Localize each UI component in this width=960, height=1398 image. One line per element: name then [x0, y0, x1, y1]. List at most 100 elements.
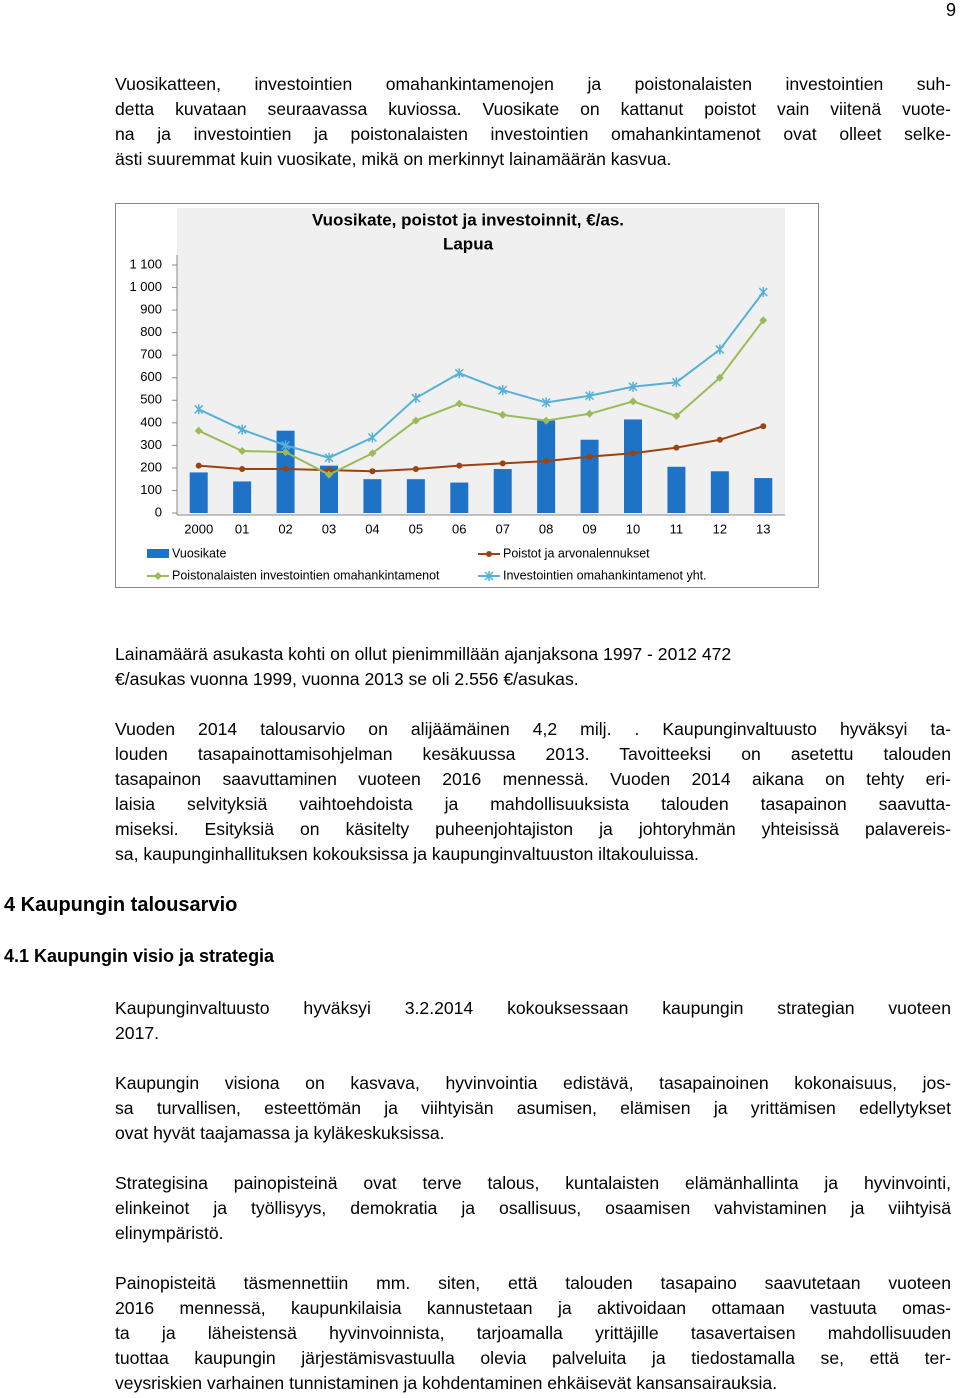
text-line: tasapainon saavuttaminen vuoteen 2016 me… [115, 769, 951, 789]
text-line: ovat hyvät taajamassa ja kyläkeskuksissa… [115, 1123, 445, 1143]
bar [493, 469, 512, 513]
text-line: Vuosikatteen, investointien omahankintam… [115, 74, 951, 94]
y-tick-label: 1 000 [129, 279, 162, 294]
text-line: Vuoden 2014 talousarvio on alijäämäinen … [115, 719, 951, 739]
x-tick-label: 01 [235, 521, 249, 536]
text-line: Kaupunginvaltuusto hyväksyi 3.2.2014 kok… [115, 998, 951, 1018]
marker [543, 458, 550, 465]
bar [624, 419, 642, 513]
bar [667, 466, 686, 513]
marker [368, 449, 377, 458]
text-line: na ja investointien ja poistonalaisten i… [115, 124, 951, 144]
text-line: sa, kaupunginhallituksen kokouksissa ja … [115, 844, 699, 864]
y-tick-label: 100 [140, 482, 162, 497]
chart-subtitle: Lapua [443, 234, 494, 253]
bar [320, 465, 338, 513]
subheading: 4.1 Kaupungin visio ja strategia [4, 946, 275, 966]
marker [628, 381, 638, 392]
x-tick-label: 02 [278, 521, 292, 536]
text-line: veysriskien varhainen tunnistaminen ja k… [115, 1373, 778, 1393]
page-number: 9 [945, 0, 956, 20]
marker [154, 572, 162, 580]
marker [498, 385, 508, 396]
bar [710, 471, 729, 513]
marker [325, 470, 333, 479]
marker [194, 426, 203, 435]
paragraph: Vuoden 2014 talousarvio on alijäämäinen … [115, 717, 951, 867]
paragraph: Vuosikatteen, investointien omahankintam… [115, 72, 951, 172]
marker [367, 432, 377, 443]
chart: Vuosikate, poistot ja investoinnit, €/as… [115, 203, 819, 588]
text-line: elinkeinot ja työllisyys, demokratia ja … [115, 1198, 951, 1218]
marker [238, 447, 247, 455]
marker [456, 462, 463, 469]
y-tick-label: 400 [140, 414, 162, 429]
text-line: 2016 mennessä, kaupunkilaisia kannusteta… [115, 1298, 951, 1318]
marker [629, 397, 637, 406]
line [198, 425, 764, 473]
bar [233, 481, 252, 513]
marker [281, 440, 291, 451]
text-line: ästi suuremmat kuin vuosikate, mikä on m… [115, 149, 672, 169]
y-tick-label: 800 [140, 324, 162, 339]
marker [585, 390, 595, 401]
text-line: €/asukas vuonna 1999, vuonna 2013 se oli… [115, 669, 579, 689]
text-line: 2017. [115, 1023, 160, 1043]
y-tick-label: 600 [140, 369, 162, 384]
marker [195, 462, 202, 469]
text-line: Kaupungin visiona on kasvava, hyvinvoint… [115, 1073, 951, 1093]
marker [585, 409, 594, 418]
y-tick-label: 900 [140, 302, 162, 317]
text-line: laisia selvityksiä vaihtoehdoista ja mah… [115, 794, 951, 814]
marker [239, 466, 246, 473]
marker [411, 393, 421, 404]
marker [630, 450, 636, 457]
paragraph: Kaupunginvaltuusto hyväksyi 3.2.2014 kok… [115, 996, 951, 1046]
bar [754, 478, 773, 513]
marker [673, 444, 680, 451]
legend-label: Investointien omahankintamenot yht. [503, 568, 707, 582]
paragraph: Strategisina painopisteinä ovat terve ta… [115, 1171, 951, 1246]
legend-swatch [147, 549, 169, 558]
y-tick-label: 0 [155, 504, 162, 519]
bar [537, 420, 556, 513]
text-line: louden tasapainottamisohjelman kesäkuuss… [115, 744, 951, 764]
marker [759, 316, 768, 325]
bar [406, 479, 425, 513]
x-tick-label: 2000 [184, 521, 213, 536]
y-tick-label: 700 [140, 347, 162, 362]
y-tick-label: 500 [140, 392, 162, 407]
x-tick-label: 08 [539, 521, 553, 536]
x-tick-label: 12 [713, 521, 727, 536]
marker [281, 448, 290, 457]
marker [282, 466, 289, 473]
y-tick-label: 200 [140, 459, 162, 474]
marker [454, 368, 464, 379]
marker [194, 404, 204, 415]
marker [237, 424, 247, 435]
x-tick-label: 06 [452, 521, 466, 536]
legend-label: Poistonalaisten investointien omahankint… [172, 568, 440, 582]
marker [484, 571, 494, 581]
bar [363, 479, 382, 513]
marker [758, 287, 768, 298]
legend-label: Vuosikate [172, 546, 226, 560]
marker [455, 399, 464, 408]
line [198, 319, 765, 476]
text-line: detta kuvataan seuraavassa kuviossa. Vuo… [115, 99, 951, 119]
marker [671, 377, 681, 388]
x-tick-label: 09 [582, 521, 596, 536]
paragraph: Lainamäärä asukasta kohti on ollut pieni… [115, 642, 951, 692]
line [198, 291, 765, 459]
marker [324, 452, 334, 463]
x-tick-label: 04 [365, 521, 379, 536]
marker [412, 466, 419, 473]
marker [716, 436, 723, 443]
marker [541, 397, 551, 408]
marker [542, 416, 551, 425]
marker [672, 412, 681, 421]
text-line: elinympäristö. [115, 1223, 224, 1243]
marker [715, 344, 725, 355]
bar [450, 482, 469, 513]
